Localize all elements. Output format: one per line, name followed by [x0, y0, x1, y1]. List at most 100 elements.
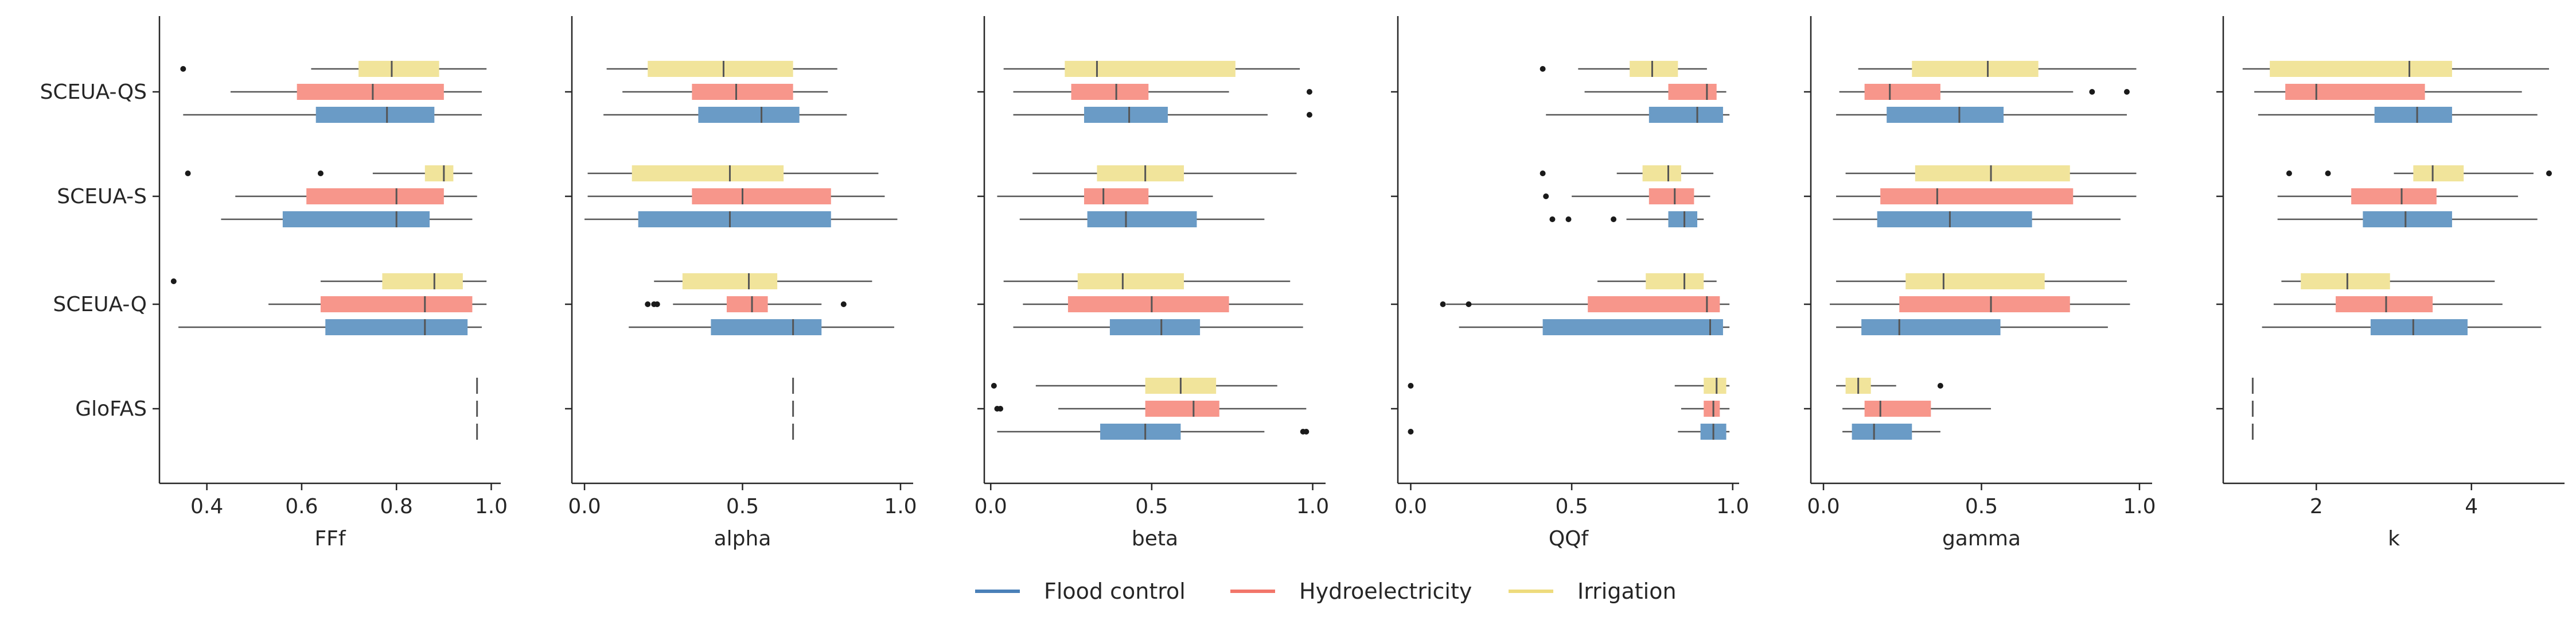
panel-beta: 0.0 0.5 1.0 beta [975, 16, 1329, 551]
outlier-point [1549, 216, 1556, 222]
legend-item-irrigation: Irrigation [1509, 579, 1677, 604]
y-tick-label: SCEUA-QS [40, 80, 147, 104]
x-tick-label: 0.5 [726, 495, 759, 518]
box-rect [1668, 211, 1698, 227]
box-sceua-q-irrigation [170, 273, 487, 289]
box-rect [1077, 273, 1184, 289]
box-rect [711, 319, 822, 335]
x-tick-label: 0.6 [285, 495, 318, 518]
box-sceua-s-flood-control [1019, 211, 1265, 227]
box-sceua-qs-flood-control [1546, 107, 1730, 123]
outlier-point [2286, 170, 2292, 176]
outlier-point [1543, 193, 1549, 199]
box-glofas-hydroelectricity [1842, 401, 1992, 417]
box-rect [648, 61, 793, 77]
x-tick-label: 0.8 [380, 495, 413, 518]
x-axis-title: gamma [1942, 527, 2021, 551]
x-tick-label: 4 [2465, 495, 2478, 518]
box-rect [2413, 165, 2464, 181]
box-sceua-qs-irrigation [1540, 61, 1707, 77]
box-rect [320, 296, 473, 312]
outlier-point [1408, 429, 1414, 435]
box-glofas-irrigation [991, 378, 1277, 394]
box-sceua-q-hydroelectricity [1440, 296, 1730, 312]
outlier-point [185, 170, 191, 176]
box-sceua-s-hydroelectricity [2277, 188, 2518, 204]
box-rect [1704, 401, 1720, 417]
box-sceua-qs-hydroelectricity [1584, 84, 1727, 100]
box-rect [1861, 319, 2001, 335]
outlier-point [1937, 383, 1943, 389]
box-glofas-flood-control [997, 424, 1310, 440]
box-rect [2370, 319, 2468, 335]
legend-item-hydroelectricity: Hydroelectricity [1230, 579, 1472, 604]
box-rect [1646, 273, 1704, 289]
box-rect [1588, 296, 1720, 312]
box-rect [2301, 273, 2390, 289]
outlier-point [840, 301, 847, 307]
x-axis-title: QQf [1549, 527, 1589, 551]
outlier-point [1306, 112, 1312, 118]
outlier-point [1565, 216, 1572, 222]
outlier-point [1303, 429, 1310, 435]
box-rect [1915, 165, 2070, 181]
box-rect [382, 273, 463, 289]
outlier-point [2325, 170, 2331, 176]
box-sceua-q-flood-control [1459, 319, 1730, 335]
box-sceua-qs-irrigation [606, 61, 837, 77]
x-axis-title: k [2388, 527, 2400, 551]
box-rect [638, 211, 831, 227]
outlier-point [1306, 89, 1312, 95]
box-rect [1109, 319, 1201, 335]
box-sceua-q-hydroelectricity [1023, 296, 1303, 312]
x-tick-label: 1.0 [2123, 495, 2156, 518]
box-sceua-qs-flood-control [1013, 107, 1312, 123]
outlier-point [2546, 170, 2552, 176]
box-sceua-s-hydroelectricity [587, 188, 885, 204]
outlier-point [1466, 301, 1472, 307]
box-rect [2351, 188, 2437, 204]
outlier-point [2089, 89, 2095, 95]
box-sceua-q-flood-control [1836, 319, 2108, 335]
box-sceua-s-hydroelectricity [235, 188, 477, 204]
box-rect [2270, 61, 2452, 77]
box-sceua-qs-flood-control [2258, 107, 2538, 123]
box-sceua-s-flood-control [584, 211, 898, 227]
box-rect [1899, 296, 2070, 312]
box-rect [2285, 84, 2425, 100]
x-axis-title: alpha [714, 527, 771, 551]
outlier-point [1408, 383, 1414, 389]
box-sceua-qs-hydroelectricity [1013, 84, 1312, 100]
box-rect [306, 188, 444, 204]
box-sceua-qs-flood-control [603, 107, 847, 123]
x-tick-label: 0.4 [190, 495, 223, 518]
y-tick-label: SCEUA-Q [53, 293, 147, 316]
box-sceua-s-flood-control [2277, 211, 2538, 227]
box-rect [1649, 188, 1694, 204]
box-sceua-qs-hydroelectricity [230, 84, 482, 100]
box-rect [1912, 61, 2039, 77]
box-sceua-s-flood-control [1549, 211, 1704, 227]
box-sceua-q-flood-control [1013, 319, 1303, 335]
panel-gamma: 0.0 0.5 1.0 gamma [1804, 16, 2156, 551]
x-tick-label: 0.5 [1965, 495, 1998, 518]
box-glofas-hydroelectricity [994, 401, 1307, 417]
box-rect [1065, 61, 1236, 77]
panel-alpha: 0.0 0.5 1.0 alpha [565, 16, 917, 551]
box-rect [692, 188, 831, 204]
legend-label: Flood control [1044, 579, 1186, 604]
box-sceua-q-flood-control [2262, 319, 2542, 335]
box-rect [1887, 107, 2004, 123]
box-sceua-qs-flood-control [1836, 107, 2127, 123]
box-sceua-q-flood-control [178, 319, 482, 335]
box-rect [282, 211, 430, 227]
box-rect [358, 61, 439, 77]
box-rect [1630, 61, 1678, 77]
box-rect [2363, 211, 2452, 227]
box-glofas-irrigation [1408, 378, 1730, 394]
outlier-point [1540, 170, 1546, 176]
legend-label: Irrigation [1577, 579, 1677, 604]
x-tick-label: 2 [2310, 495, 2323, 518]
x-tick-label: 1.0 [884, 495, 917, 518]
